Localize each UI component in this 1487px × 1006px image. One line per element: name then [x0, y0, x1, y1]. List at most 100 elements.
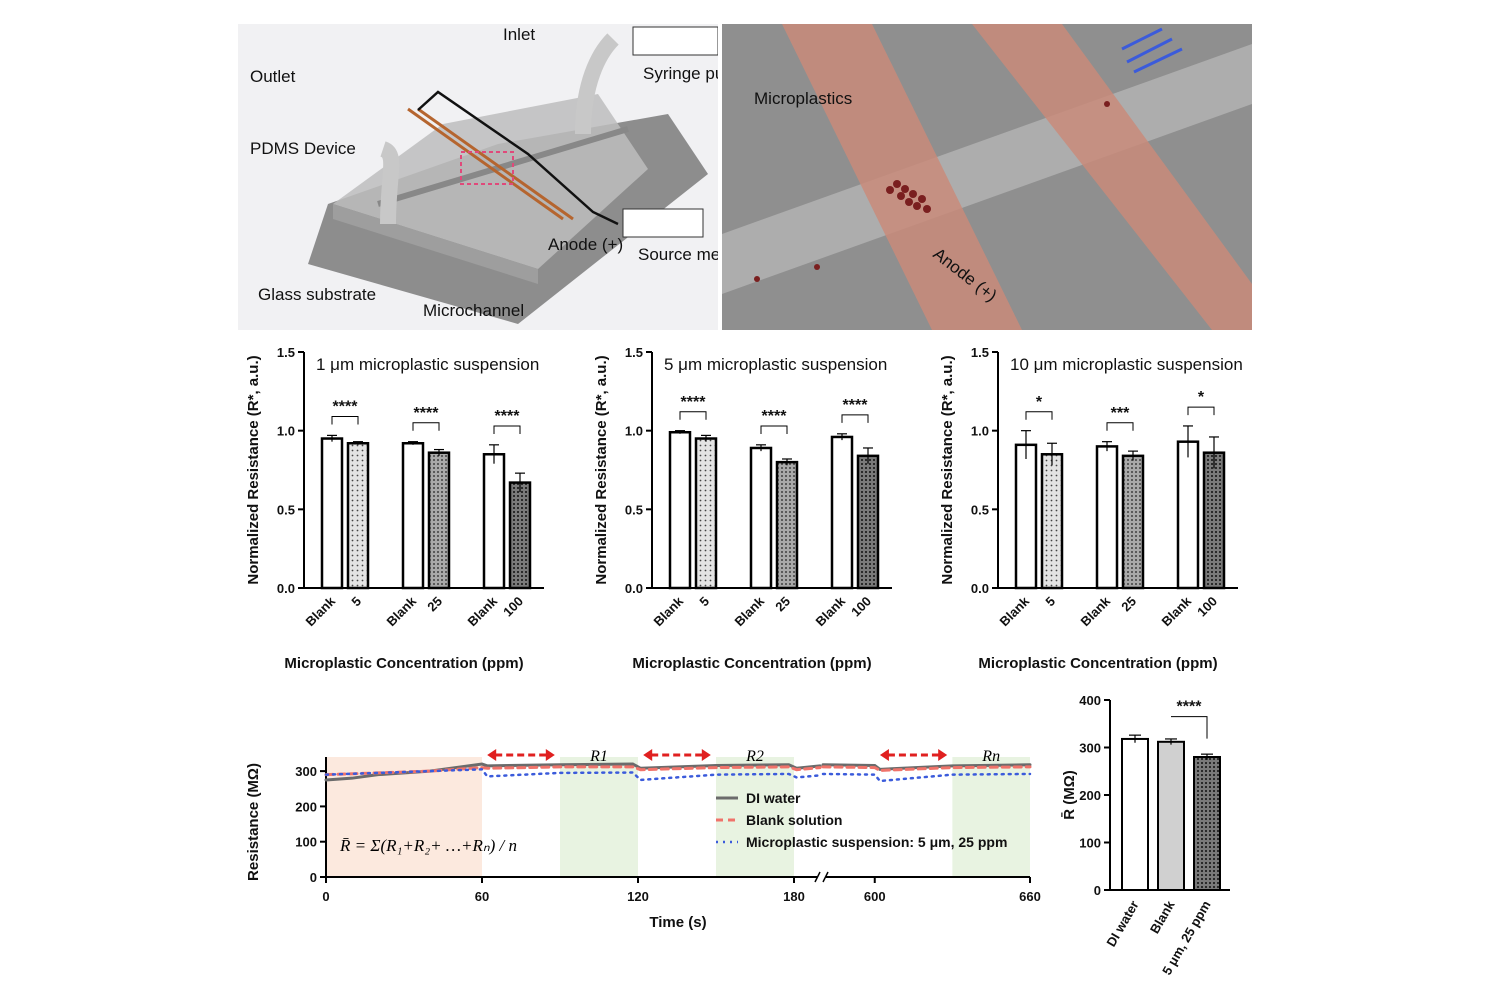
significance-bracket	[1171, 716, 1208, 739]
y-axis-title: Resistance (MΩ)	[245, 763, 262, 881]
label-microplastics: Microplastics	[754, 89, 852, 108]
arrowhead	[545, 749, 555, 761]
significance-bracket	[760, 425, 788, 434]
x-tick-label: 0	[322, 889, 329, 904]
significance-label: ****	[843, 397, 869, 414]
y-axis-title: Normalized Resistance (R*, a.u.)	[245, 355, 262, 584]
y-tick-label: 0.0	[277, 581, 295, 596]
arrowhead	[701, 749, 711, 761]
bar	[830, 435, 854, 590]
significance-label: ****	[495, 408, 521, 425]
bar	[856, 454, 880, 590]
x-tick-label: 600	[864, 889, 886, 904]
label-pdms: PDMS Device	[250, 139, 356, 158]
label-syringe-pump: Syringe pump	[643, 64, 718, 83]
y-tick-label: 200	[295, 799, 317, 814]
arrowhead	[938, 749, 948, 761]
x-tick-label: Blank	[731, 593, 767, 629]
significance-bracket	[412, 422, 440, 431]
x-tick-label: 25	[424, 594, 445, 615]
x-tick-label: 100	[848, 594, 874, 620]
significance-bracket	[493, 425, 521, 434]
significance-label: *	[1036, 394, 1043, 411]
x-axis-title: Microplastic Concentration (ppm)	[978, 655, 1217, 672]
x-tick-label: 5	[348, 594, 364, 610]
x-tick-label: Blank	[1147, 897, 1178, 936]
x-tick-label: 660	[1019, 889, 1041, 904]
x-tick-label: Blank	[812, 593, 848, 629]
particle	[754, 276, 760, 282]
y-tick-label: 0.0	[625, 581, 643, 596]
bar	[694, 437, 718, 590]
x-tick-label: Blank	[383, 593, 419, 629]
series-line	[324, 762, 822, 782]
label-outlet: Outlet	[250, 67, 296, 86]
arrowhead	[487, 749, 497, 761]
significance-label: ****	[762, 408, 788, 425]
label-microchannel: Microchannel	[423, 301, 524, 320]
bar	[401, 442, 425, 590]
significance-label: ***	[1111, 405, 1130, 422]
significance-bracket	[331, 416, 359, 425]
r1-region	[560, 757, 638, 877]
particle	[1104, 101, 1110, 107]
series-line	[324, 765, 822, 777]
particle	[814, 264, 820, 270]
formula: R̄ = Σ(R₁+R₂+ …+Rₙ) / n	[339, 836, 517, 855]
axis-break	[814, 871, 821, 883]
y-tick-label: 0.5	[625, 502, 643, 517]
legend-label: Microplastic suspension: 5 μm, 25 ppm	[746, 834, 1007, 850]
x-tick-label: 120	[627, 889, 649, 904]
bar	[1157, 740, 1185, 891]
region-label: Rn	[981, 748, 1000, 765]
bar	[320, 437, 344, 590]
electrode-b	[972, 24, 1252, 330]
bar-chart-10um: 0.0 0.5 1.0 1.5 10 μm microplastic suspensio…	[939, 345, 1243, 672]
bar	[1193, 756, 1221, 891]
bar-chart-1um: 0.0 0.5 1.0 1.5 1 μm microplastic suspension…	[245, 345, 544, 672]
x-tick-label: 25	[1118, 594, 1139, 615]
y-tick-label: 0.0	[971, 581, 989, 596]
chart-title: 10 μm microplastic suspension	[1010, 355, 1243, 374]
y-tick-label: 1.0	[277, 424, 295, 439]
y-tick-label: 300	[295, 764, 317, 779]
chart-title: 1 μm microplastic suspension	[316, 355, 539, 374]
significance-label: *	[1198, 389, 1205, 406]
x-tick-label: Blank	[302, 593, 338, 629]
x-tick-label: Blank	[1158, 593, 1194, 629]
y-tick-label: 0.5	[971, 502, 989, 517]
bar	[1121, 737, 1149, 892]
bar	[1040, 453, 1064, 590]
significance-label: ****	[1177, 699, 1203, 716]
electrode-2	[417, 107, 574, 221]
x-tick-label: 5	[1042, 594, 1058, 610]
microchannel-line	[377, 126, 629, 207]
y-axis-title: Normalized Resistance (R*, a.u.)	[593, 355, 610, 584]
x-tick-label: 60	[475, 889, 489, 904]
bar	[749, 446, 773, 590]
series-line	[821, 772, 1032, 783]
bar	[775, 460, 799, 590]
microchannel-render-art: Microplastics Anode (+)	[722, 24, 1252, 330]
r2-region	[716, 757, 794, 877]
significance-bracket	[1025, 411, 1053, 420]
significance-label: ****	[681, 394, 707, 411]
x-tick-label: Blank	[1077, 593, 1113, 629]
x-tick-label: 25	[772, 594, 793, 615]
wire	[417, 90, 619, 226]
x-tick-label: 180	[783, 889, 805, 904]
series-line	[821, 765, 1032, 772]
x-tick-label: 100	[500, 594, 526, 620]
bar-chart-5um: 0.0 0.5 1.0 1.5 5 μm microplastic suspension…	[593, 345, 892, 672]
y-tick-label: 200	[1079, 788, 1101, 803]
inlet-tube	[575, 33, 619, 135]
y-tick-label: 1.0	[971, 424, 989, 439]
y-axis-title: R̄ (MΩ)	[1060, 770, 1078, 820]
electrode-a	[782, 24, 1022, 330]
bar	[427, 451, 451, 590]
microplastic-cluster	[886, 180, 931, 213]
series-line	[821, 763, 1032, 771]
label-glass: Glass substrate	[258, 285, 376, 304]
arrowhead	[879, 749, 889, 761]
